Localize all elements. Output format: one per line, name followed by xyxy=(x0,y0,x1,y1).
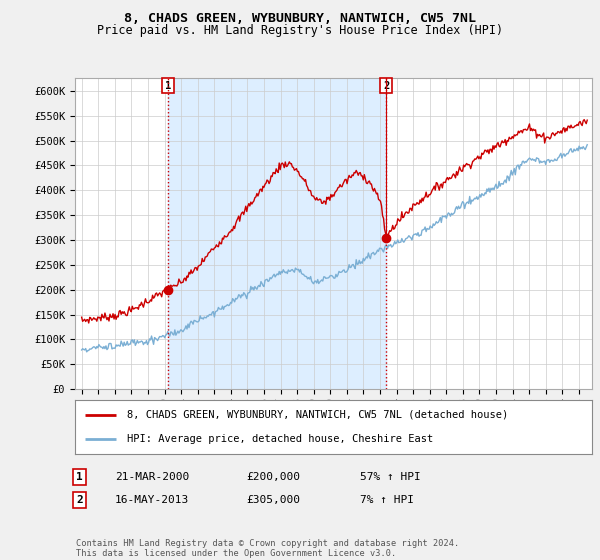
Text: £305,000: £305,000 xyxy=(246,495,300,505)
Text: 1: 1 xyxy=(76,472,83,482)
Text: 8, CHADS GREEN, WYBUNBURY, NANTWICH, CW5 7NL (detached house): 8, CHADS GREEN, WYBUNBURY, NANTWICH, CW5… xyxy=(127,410,508,420)
Text: Price paid vs. HM Land Registry's House Price Index (HPI): Price paid vs. HM Land Registry's House … xyxy=(97,24,503,36)
Text: 57% ↑ HPI: 57% ↑ HPI xyxy=(360,472,421,482)
Text: 1: 1 xyxy=(165,81,171,91)
Bar xyxy=(168,78,386,389)
Text: 2: 2 xyxy=(76,495,83,505)
Text: 16-MAY-2013: 16-MAY-2013 xyxy=(115,495,190,505)
Text: Contains HM Land Registry data © Crown copyright and database right 2024.
This d: Contains HM Land Registry data © Crown c… xyxy=(76,539,460,558)
Text: £200,000: £200,000 xyxy=(246,472,300,482)
Text: HPI: Average price, detached house, Cheshire East: HPI: Average price, detached house, Ches… xyxy=(127,434,433,444)
Text: 7% ↑ HPI: 7% ↑ HPI xyxy=(360,495,414,505)
Text: 8, CHADS GREEN, WYBUNBURY, NANTWICH, CW5 7NL: 8, CHADS GREEN, WYBUNBURY, NANTWICH, CW5… xyxy=(124,12,476,25)
Text: 2: 2 xyxy=(383,81,389,91)
Text: 21-MAR-2000: 21-MAR-2000 xyxy=(115,472,190,482)
